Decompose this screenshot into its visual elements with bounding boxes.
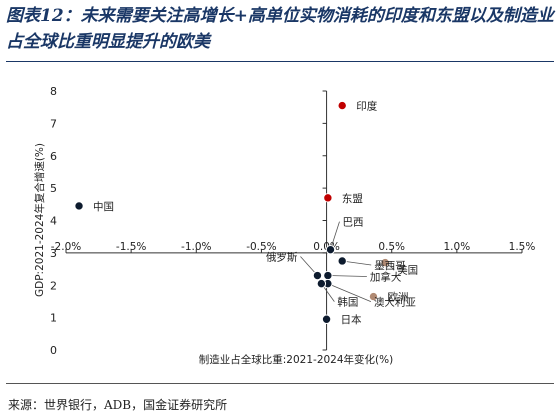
y-axis-label: GDP:2021-2024年复合增速(%)	[33, 143, 46, 297]
x-axis-label: 制造业占全球比重:2021-2024年变化(%)	[199, 353, 393, 366]
x-tick-label: -0.5%	[246, 241, 276, 253]
leader-line	[327, 275, 367, 277]
leader-line	[327, 283, 372, 303]
chart-points	[74, 100, 390, 324]
data-point	[323, 193, 333, 203]
x-tick-label: 1.0%	[444, 241, 471, 253]
x-tick-label: 0.5%	[378, 241, 405, 253]
point-label: 日本	[341, 313, 362, 326]
data-point	[337, 100, 347, 111]
y-tick-label: 1	[50, 312, 57, 325]
y-tick-label: 4	[50, 215, 57, 228]
y-tick-label: 6	[50, 150, 57, 163]
point-label: 中国	[93, 200, 114, 213]
point-label: 澳大利亚	[374, 296, 416, 309]
y-tick-label: 2	[50, 279, 57, 292]
y-tick-label: 3	[50, 247, 57, 260]
x-tick-label: -2.0%	[51, 241, 81, 253]
x-tick-label: -1.5%	[116, 241, 146, 253]
title-divider	[6, 61, 554, 62]
data-point	[380, 257, 390, 268]
point-label: 东盟	[342, 192, 363, 205]
data-point	[325, 244, 336, 255]
y-tick-label: 7	[50, 117, 57, 130]
point-label: 俄罗斯	[266, 251, 298, 264]
data-point	[337, 256, 347, 266]
point-label: 欧洲	[387, 292, 408, 304]
footer-divider	[6, 383, 554, 384]
y-tick-label: 5	[50, 182, 57, 195]
point-label: 印度	[356, 100, 377, 113]
y-tick-label: 0	[50, 344, 57, 357]
data-point	[312, 270, 323, 281]
y-tick-label: 8	[50, 85, 57, 98]
source-note: 来源：世界银行，ADB，国金证券研究所	[8, 398, 228, 412]
chart-title: 图表12：未来需要关注高增长+高单位实物消耗的印度和东盟以及制造业占全球比重明显…	[6, 6, 554, 52]
data-point	[323, 270, 333, 281]
point-label: 加拿大	[370, 271, 402, 284]
chart-axes	[66, 91, 522, 350]
data-point	[368, 291, 379, 302]
x-tick-label: -1.0%	[181, 241, 211, 253]
data-point	[321, 314, 332, 324]
point-label: 美国	[397, 264, 418, 277]
data-point	[316, 278, 327, 289]
x-tick-label: 1.5%	[509, 241, 536, 253]
point-label: 韩国	[337, 296, 358, 309]
point-label: 巴西	[342, 217, 363, 229]
data-point	[74, 201, 84, 211]
leader-line	[330, 221, 340, 250]
leader-line	[342, 260, 372, 266]
point-label: 墨西哥	[374, 260, 406, 272]
